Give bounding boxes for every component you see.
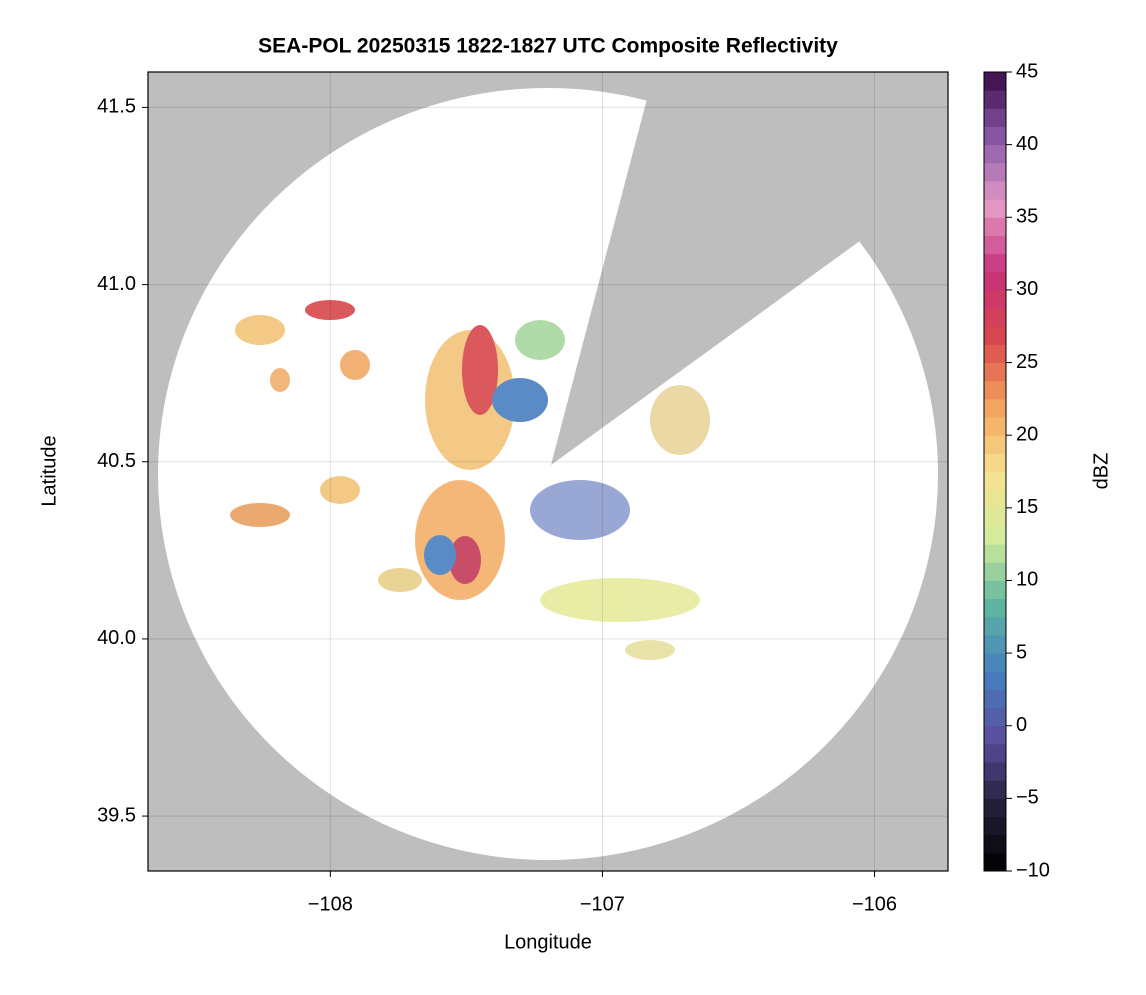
colorbar-tick-label: 30: [1016, 278, 1038, 300]
colorbar-band: [984, 580, 1006, 600]
echo: [492, 378, 548, 422]
colorbar-band: [984, 380, 1006, 400]
echo: [270, 368, 290, 392]
colorbar-band: [984, 743, 1006, 763]
x-axis-label: Longitude: [504, 931, 592, 953]
echo: [625, 640, 675, 660]
y-tick-label: 41.5: [97, 96, 136, 118]
colorbar-tick-label: 35: [1016, 206, 1038, 228]
colorbar-band: [984, 834, 1006, 854]
echo: [424, 535, 456, 575]
colorbar-tick-label: 45: [1016, 60, 1038, 82]
colorbar-band: [984, 108, 1006, 127]
blocked-sector: [551, 72, 948, 465]
echo: [305, 300, 355, 320]
colorbar-tick-label: 5: [1016, 641, 1027, 663]
echo: [530, 480, 630, 540]
colorbar-band: [984, 199, 1006, 218]
colorbar-tick-label: 10: [1016, 569, 1038, 591]
chart-title: SEA-POL 20250315 1822-1827 UTC Composite…: [258, 35, 838, 58]
colorbar-band: [984, 144, 1006, 164]
colorbar-band: [984, 725, 1006, 745]
colorbar-band: [984, 271, 1006, 291]
colorbar-tick-label: −10: [1016, 859, 1050, 881]
colorbar-band: [984, 126, 1006, 146]
colorbar-band: [984, 162, 1006, 182]
echo: [230, 503, 290, 527]
colorbar-band: [984, 852, 1006, 872]
colorbar-band: [984, 253, 1006, 273]
colorbar-band: [984, 398, 1006, 418]
colorbar-band: [984, 762, 1006, 781]
echo: [540, 578, 700, 622]
echo: [650, 385, 710, 455]
echo: [515, 320, 565, 360]
colorbar-band: [984, 289, 1006, 309]
x-tick-label: −107: [580, 893, 625, 915]
colorbar-band: [984, 798, 1006, 818]
colorbar-band: [984, 653, 1006, 672]
colorbar-tick-label: 0: [1016, 714, 1027, 736]
y-tick-label: 41.0: [97, 273, 136, 295]
x-tick-label: −108: [308, 893, 353, 915]
plot-frame: [147, 71, 949, 872]
echo: [462, 325, 498, 415]
colorbar-band: [984, 453, 1006, 472]
colorbar-band: [984, 344, 1006, 364]
colorbar-band: [984, 671, 1006, 690]
colorbar-frame: [983, 71, 1007, 872]
y-axis-label: Latitude: [38, 435, 60, 506]
colorbar-tick-label: 40: [1016, 133, 1038, 155]
colorbar-band: [984, 562, 1006, 581]
colorbar-band: [984, 707, 1006, 727]
echo: [320, 476, 360, 504]
echo: [235, 315, 285, 345]
colorbar-band: [984, 90, 1006, 109]
colorbar-band: [984, 525, 1006, 545]
echo: [340, 350, 370, 380]
colorbar-band: [984, 816, 1006, 836]
colorbar-tick-label: −5: [1016, 787, 1039, 809]
colorbar-band: [984, 616, 1006, 636]
colorbar-band: [984, 235, 1006, 255]
echoes: [230, 300, 710, 660]
colorbar-band: [984, 435, 1006, 454]
echo: [378, 568, 422, 592]
colorbar-band: [984, 308, 1006, 327]
colorbar-band: [984, 598, 1006, 618]
colorbar-band: [984, 326, 1006, 345]
colorbar-tick-label: 25: [1016, 351, 1038, 373]
colorbar-band: [984, 180, 1006, 200]
colorbar-band: [984, 489, 1006, 509]
colorbar-label: dBZ: [1090, 453, 1112, 490]
y-tick-label: 40.5: [97, 450, 136, 472]
colorbar-band: [984, 507, 1006, 527]
colorbar-band: [984, 471, 1006, 491]
colorbar-band: [984, 217, 1006, 236]
colorbar-band: [984, 362, 1006, 382]
colorbar-band: [984, 780, 1006, 799]
y-tick-label: 40.0: [97, 627, 136, 649]
colorbar-band: [984, 72, 1006, 91]
colorbar-band: [984, 544, 1006, 563]
y-tick-label: 39.5: [97, 804, 136, 826]
echo: [449, 536, 481, 584]
colorbar-band: [984, 417, 1006, 436]
colorbar-tick-label: 20: [1016, 423, 1038, 445]
colorbar-band: [984, 689, 1006, 709]
radar-field: [158, 72, 948, 860]
x-tick-label: −106: [852, 893, 897, 915]
colorbar-tick-label: 15: [1016, 496, 1038, 518]
colorbar-band: [984, 634, 1006, 654]
